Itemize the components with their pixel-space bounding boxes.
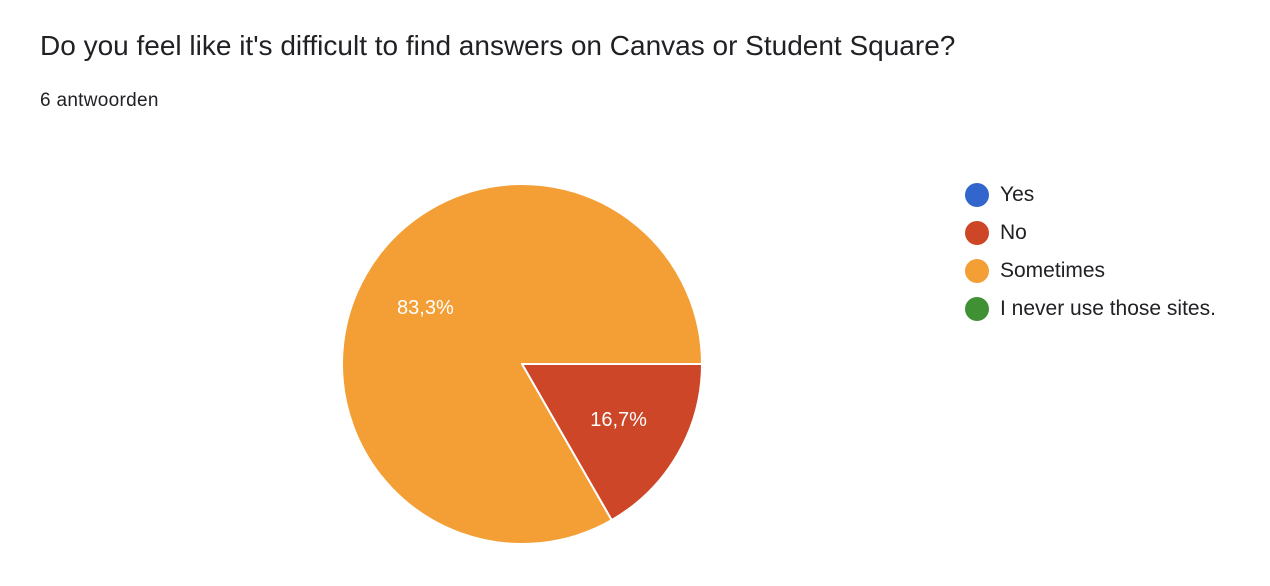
legend-swatch-no [965,221,989,245]
legend-swatch-never-use [965,297,989,321]
legend: Yes No Sometimes I never use those sites… [965,176,1216,328]
legend-item-never-use[interactable]: I never use those sites. [965,290,1216,328]
legend-label-never-use: I never use those sites. [1000,297,1216,320]
legend-item-sometimes[interactable]: Sometimes [965,252,1216,290]
pie-label-no: 16,7% [590,409,647,431]
legend-label-sometimes: Sometimes [1000,259,1106,282]
legend-label-yes: Yes [1000,183,1035,206]
legend-item-yes[interactable]: Yes [965,176,1216,214]
legend-swatch-sometimes [965,259,989,283]
chart-title: Do you feel like it's difficult to find … [40,30,956,61]
pie-slice-sometimes[interactable] [341,183,703,545]
legend-label-no: No [1000,221,1027,244]
legend-swatch-yes [965,183,989,207]
legend-item-no[interactable]: No [965,214,1216,252]
pie-label-sometimes: 83,3% [397,297,454,319]
response-count: 6 antwoorden [40,90,159,111]
pie-slice-no[interactable] [521,363,703,522]
